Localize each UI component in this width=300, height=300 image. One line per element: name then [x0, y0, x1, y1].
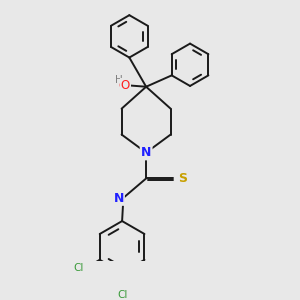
Text: S: S	[178, 172, 187, 185]
Text: N: N	[141, 146, 151, 159]
Text: O: O	[118, 82, 127, 92]
Text: N: N	[113, 192, 124, 205]
Text: H: H	[115, 75, 123, 85]
Text: Cl: Cl	[74, 262, 84, 273]
Text: H: H	[119, 80, 127, 89]
Text: H: H	[112, 191, 119, 202]
Text: Cl: Cl	[117, 290, 127, 300]
Text: O: O	[121, 79, 130, 92]
